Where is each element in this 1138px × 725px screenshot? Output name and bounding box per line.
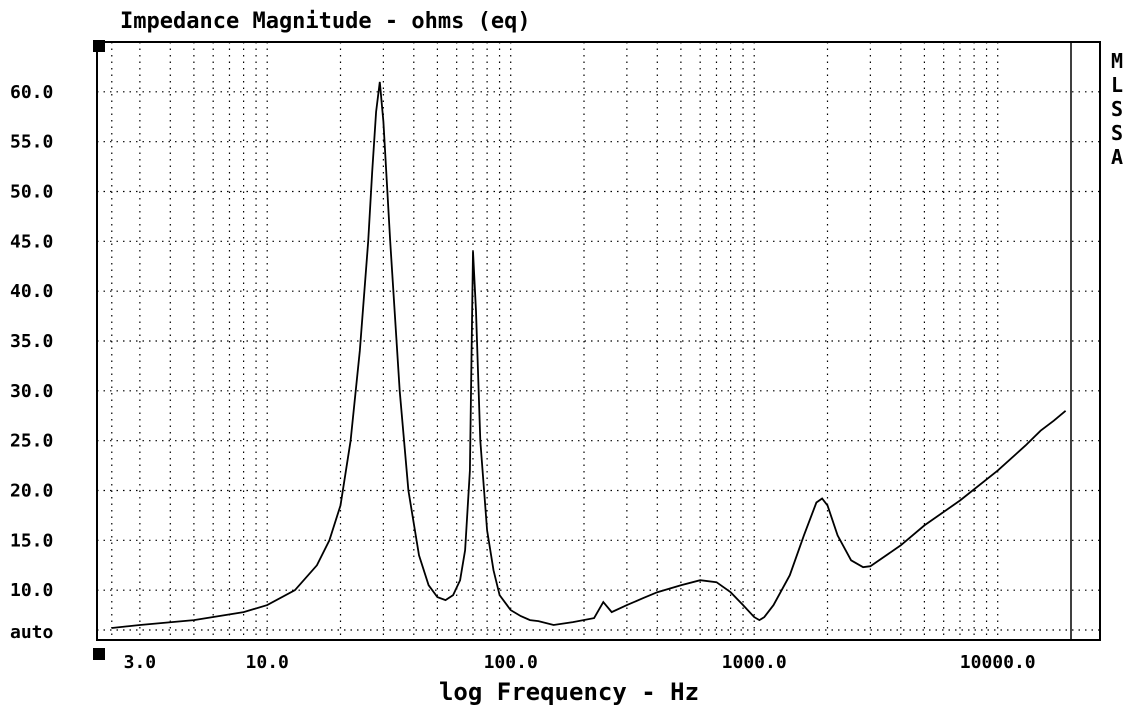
side-label-letter: L [1111, 73, 1123, 97]
y-tick-labels: auto 10.0 15.0 20.0 25.0 30.0 35.0 40.0 45.0 50.0… [10, 82, 53, 643]
y-tick-label: auto [10, 622, 53, 643]
x-tick-label: 100.0 [484, 652, 538, 673]
x-tick-label: 10.0 [246, 652, 289, 673]
side-label-letter: A [1111, 145, 1123, 169]
y-tick-label: 25.0 [10, 431, 53, 452]
grid-layer [97, 42, 1100, 640]
plot-frame [96, 41, 1101, 641]
chart-title: Impedance Magnitude - ohms (eq) [120, 9, 531, 34]
y-tick-label: 35.0 [10, 331, 53, 352]
y-tick-label: 10.0 [10, 580, 53, 601]
cursor-marker-top [93, 40, 105, 52]
side-label-letter: S [1111, 121, 1123, 145]
impedance-series-line [111, 81, 1067, 629]
y-tick-label: 50.0 [10, 182, 53, 203]
y-tick-label: 45.0 [10, 231, 53, 252]
y-tick-label: 15.0 [10, 530, 53, 551]
y-tick-label: 55.0 [10, 132, 53, 153]
y-tick-label: 40.0 [10, 281, 53, 302]
y-tick-label: 30.0 [10, 381, 53, 402]
x-axis-label: log Frequency - Hz [439, 678, 699, 706]
y-tick-label: 20.0 [10, 481, 53, 502]
y-tick-label: 60.0 [10, 82, 53, 103]
x-tick-label: 3.0 [124, 652, 157, 673]
cursor-marker-bottom [93, 648, 105, 660]
x-tick-labels: 3.0 10.0 100.0 1000.0 10000.0 [124, 652, 1036, 673]
x-tick-label: 1000.0 [722, 652, 787, 673]
side-label-letter: M [1111, 49, 1123, 73]
x-tick-label: 10000.0 [960, 652, 1036, 673]
side-label-letter: S [1111, 97, 1123, 121]
